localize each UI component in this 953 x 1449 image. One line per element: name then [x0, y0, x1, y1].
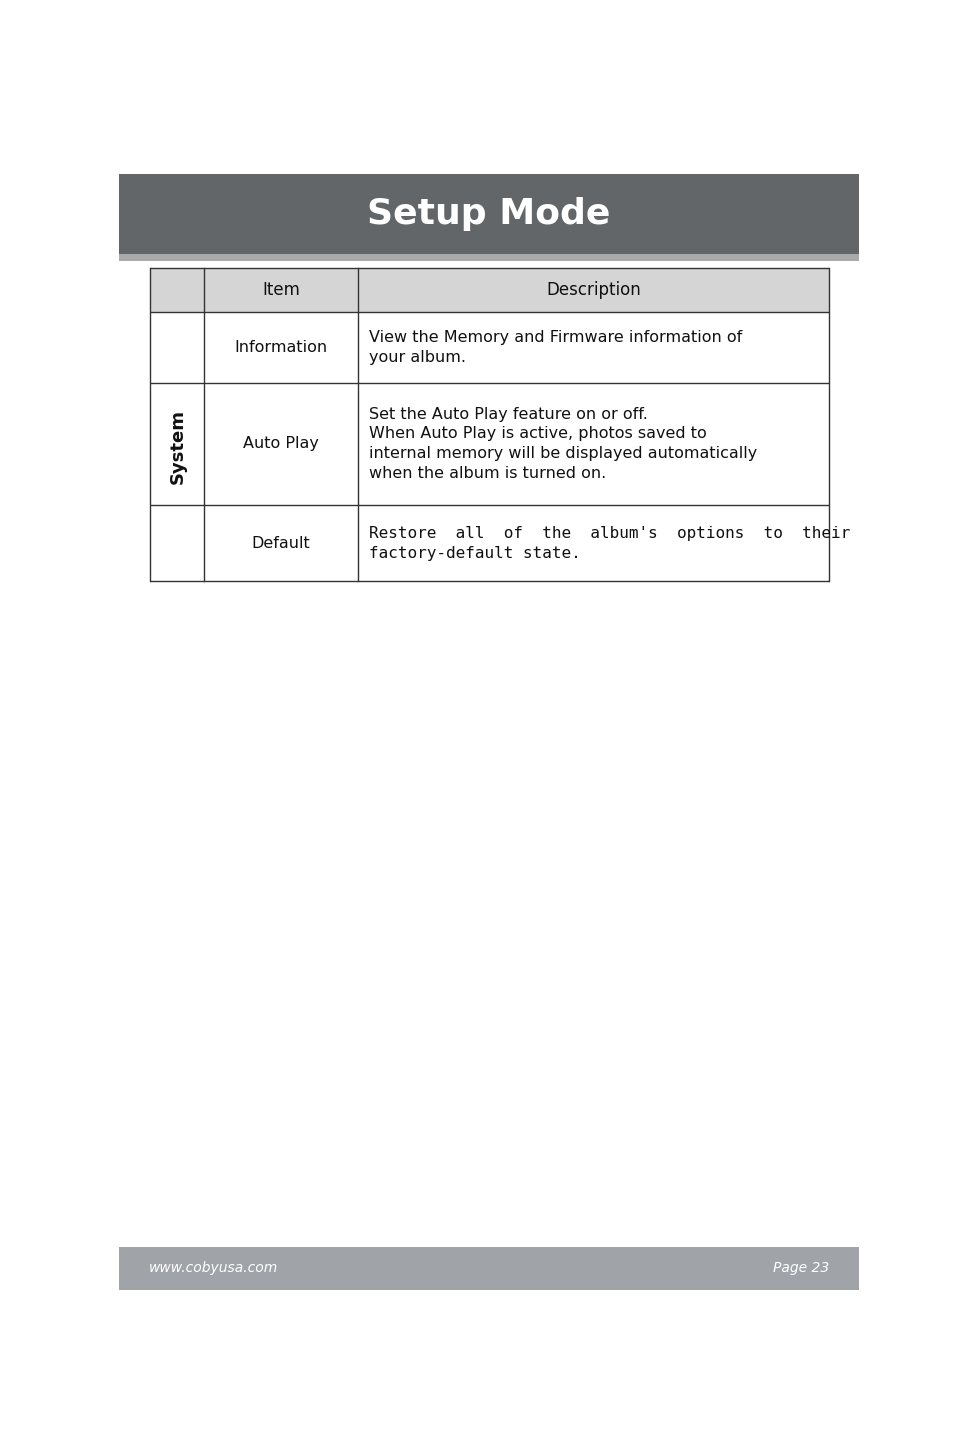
- Text: View the Memory and Firmware information of
your album.: View the Memory and Firmware information…: [369, 330, 741, 365]
- Bar: [119, 1248, 858, 1290]
- Text: Setup Mode: Setup Mode: [367, 197, 610, 230]
- Text: Set the Auto Play feature on or off.
When Auto Play is active, photos saved to
i: Set the Auto Play feature on or off. Whe…: [369, 407, 757, 481]
- Text: www.cobyusa.com: www.cobyusa.com: [149, 1262, 277, 1275]
- Text: Item: Item: [262, 281, 300, 298]
- Text: Auto Play: Auto Play: [243, 436, 318, 452]
- Text: System: System: [168, 409, 186, 484]
- Bar: [119, 254, 858, 261]
- Text: Default: Default: [252, 536, 311, 551]
- Bar: [119, 174, 858, 254]
- Text: Page 23: Page 23: [772, 1262, 828, 1275]
- Text: Description: Description: [546, 281, 640, 298]
- Bar: [151, 268, 828, 312]
- Text: Restore  all  of  the  album's  options  to  their
factory-default state.: Restore all of the album's options to th…: [369, 526, 849, 561]
- Text: Information: Information: [234, 341, 328, 355]
